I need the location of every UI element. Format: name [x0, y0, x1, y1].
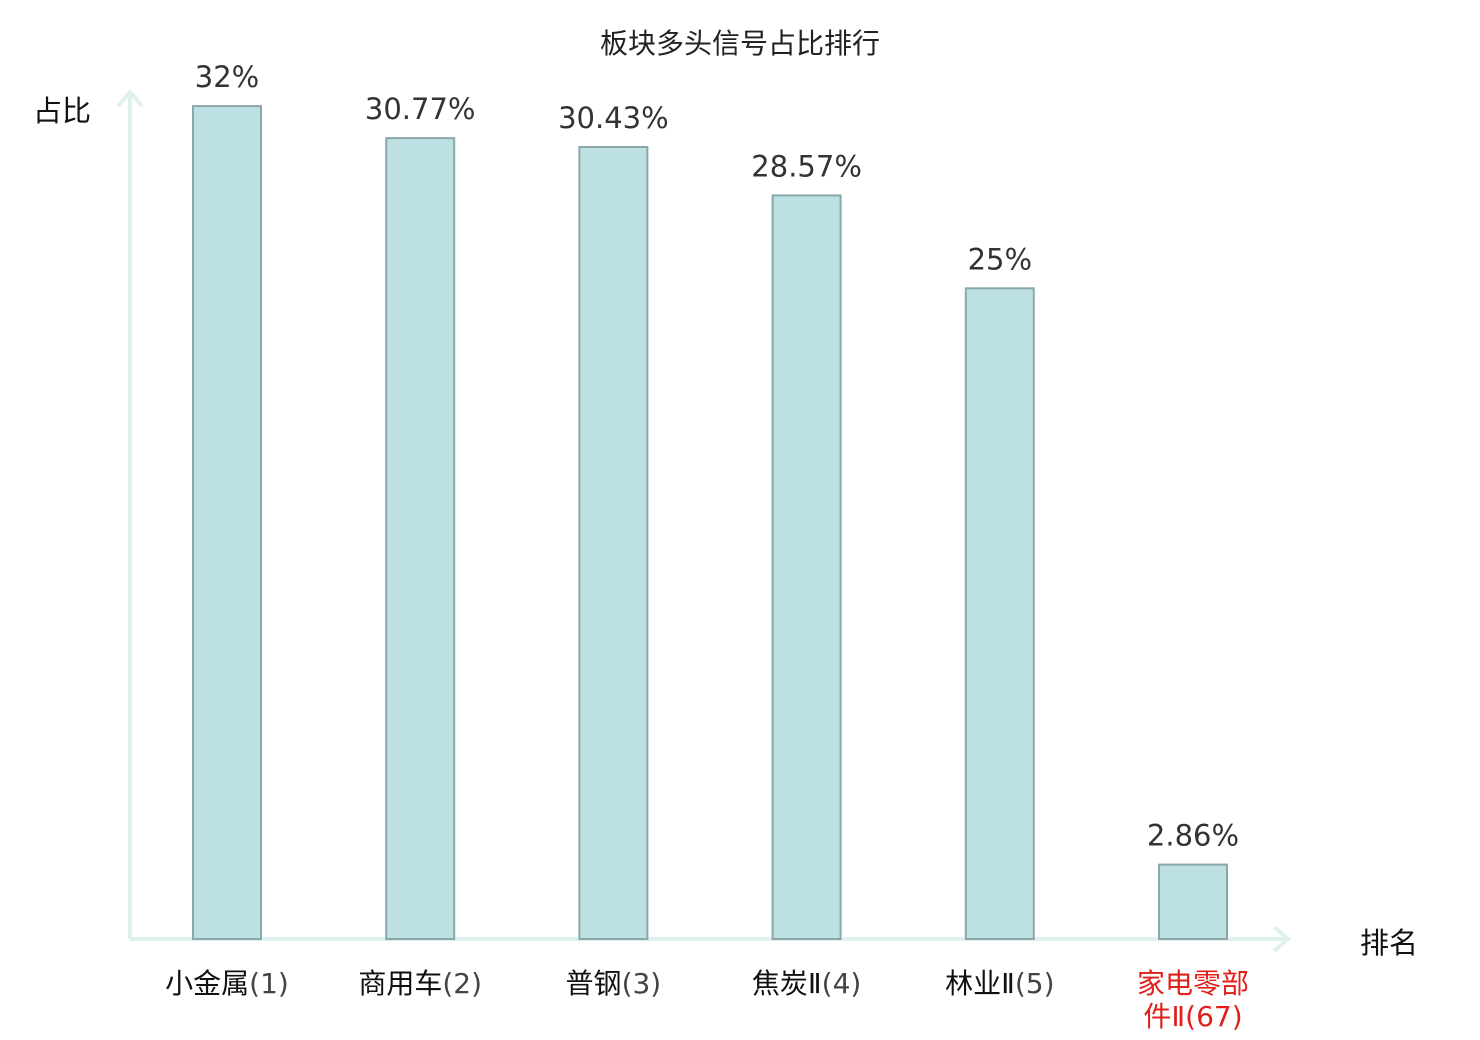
x-tick-label-line2: 件Ⅱ(67) — [1143, 1000, 1242, 1033]
y-axis-label: 占比 — [33, 94, 91, 128]
bar — [192, 105, 262, 941]
x-axis-label: 排名 — [1360, 926, 1418, 960]
value-labels-group: 32% 30.77% 30.43% 28.57% 25% 2.86% — [195, 60, 1239, 853]
value-label: 30.43% — [558, 101, 669, 135]
x-tick-label: 商用车(2) — [358, 967, 482, 1000]
x-tick-label: 焦炭Ⅱ(4) — [752, 967, 861, 1000]
x-tick-label: 小金属(1) — [165, 967, 289, 1000]
chart-title: 板块多头信号占比排行 — [600, 27, 880, 60]
bar — [964, 287, 1035, 940]
value-label: 25% — [968, 242, 1032, 276]
bars-group — [192, 105, 1228, 941]
value-label: 30.77% — [365, 92, 476, 126]
axes — [116, 88, 1292, 953]
value-label: 2.86% — [1147, 819, 1239, 853]
y-axis-arrow — [116, 88, 144, 108]
x-axis-arrow — [1272, 925, 1292, 953]
x-tick-label: 家电零部 — [1137, 967, 1249, 1000]
x-tick-label: 普钢(3) — [566, 967, 662, 1000]
bar — [385, 137, 456, 941]
x-tick-label: 林业Ⅱ(5) — [945, 967, 1054, 1000]
bar — [578, 146, 649, 940]
value-label: 28.57% — [751, 149, 862, 183]
bar — [771, 194, 842, 940]
value-label: 32% — [195, 60, 259, 94]
bar — [1158, 863, 1228, 940]
